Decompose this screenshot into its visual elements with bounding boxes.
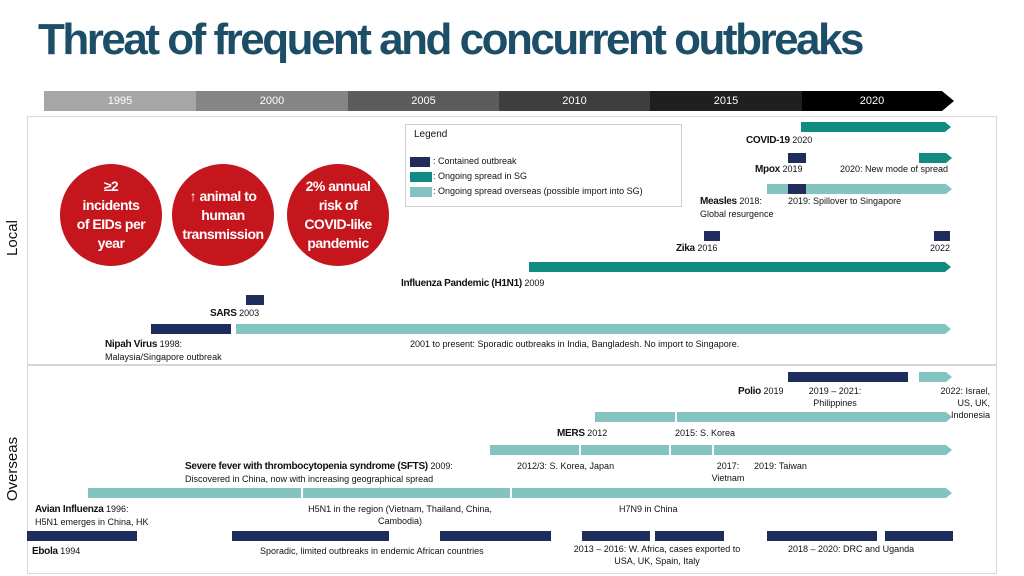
sars-label: SARS 2003: [210, 308, 260, 319]
avian-arrow-icon: [946, 488, 952, 498]
mpox-label: Mpox 2019: [755, 164, 803, 175]
year-2000: 2000: [196, 91, 348, 111]
measles-label: Measles 2018:: [700, 196, 762, 207]
risk-callout-text: 2% annual risk of COVID-like pandemic: [304, 178, 372, 251]
sfts-divider-3: [712, 445, 714, 455]
ebola-bar-6: [767, 531, 877, 541]
sfts-note: Discovered in China, now with increasing…: [185, 474, 434, 484]
mpox-arrow-icon: [946, 153, 952, 163]
mpox-note: 2020: New mode of spread: [840, 164, 949, 174]
polio-note-2022: 2022: Israel, US, UK, Indonesia: [940, 386, 990, 420]
ebola-note-drc: 2018 – 2020: DRC and Uganda: [788, 544, 915, 554]
overseas-label: Overseas: [4, 436, 21, 502]
h1n1-bar: [529, 262, 945, 272]
animal-callout-text: ↑ animal to human transmission: [182, 187, 264, 242]
avian-note-h7n9: H7N9 in China: [619, 504, 678, 514]
page-title: Threat of frequent and concurrent outbre…: [38, 15, 864, 64]
measles-contained-bar: [788, 184, 806, 194]
sfts-note-vietnam: 2017: Vietnam: [711, 461, 745, 483]
measles-note: Global resurgence: [700, 209, 774, 219]
ebola-bar-5: [655, 531, 724, 541]
h1n1-arrow-icon: [945, 262, 951, 272]
mers-bar: [595, 412, 946, 422]
nipah-arrow-icon: [945, 324, 951, 334]
polio-overseas-bar: [919, 372, 946, 382]
ebola-bar-7: [885, 531, 953, 541]
zika-contained-bar: [704, 231, 720, 241]
nipah-note-2001: 2001 to present: Sporadic outbreaks in I…: [410, 339, 740, 349]
measles-arrow-icon: [946, 184, 952, 194]
mers-label: MERS 2012: [557, 428, 608, 439]
mpox-contained-bar: [788, 153, 806, 163]
sfts-divider-1: [579, 445, 581, 455]
polio-arrow-icon: [946, 372, 952, 382]
year-1995: 1995: [44, 91, 196, 111]
local-label: Local: [4, 220, 21, 256]
animal-callout: ↑ animal to human transmission: [172, 164, 274, 266]
legend-ongoing-overseas: : Ongoing spread overseas (possible impo…: [433, 186, 643, 196]
legend-swatch-ongoing-sg: [410, 172, 432, 182]
h1n1-label: Influenza Pandemic (H1N1) 2009: [401, 278, 545, 289]
nipah-label: Nipah Virus 1998:: [105, 339, 183, 350]
timeline-arrow-icon: [942, 91, 954, 111]
covid-label: COVID-19 2020: [746, 135, 813, 146]
avian-bar: [88, 488, 946, 498]
nipah-overseas-bar: [236, 324, 945, 334]
sars-bar: [246, 295, 264, 305]
polio-note-philippines: 2019 – 2021: Philippines: [808, 386, 862, 408]
avian-note: H5N1 emerges in China, HK: [35, 517, 149, 527]
mers-arrow-icon: [946, 412, 952, 422]
legend-swatch-contained: [410, 157, 430, 167]
avian-note-h5n1: H5N1 in the region (Vietnam, Thailand, C…: [308, 504, 492, 526]
ebola-label: Ebola 1994: [32, 546, 81, 557]
ebola-bar-2: [232, 531, 389, 541]
sfts-divider-2: [669, 445, 671, 455]
nipah-note: Malaysia/Singapore outbreak: [105, 352, 222, 362]
mpox-spread-bar: [919, 153, 946, 163]
year-2015: 2015: [650, 91, 802, 111]
ebola-note: Sporadic, limited outbreaks in endemic A…: [260, 546, 484, 556]
measles-note-2019: 2019: Spillover to Singapore: [788, 196, 902, 206]
sfts-label: Severe fever with thrombocytopenia syndr…: [185, 461, 453, 472]
eids-callout-text: ≥2 incidents of EIDs per year: [76, 178, 146, 251]
sfts-note-taiwan: 2019: Taiwan: [754, 461, 807, 471]
year-2005: 2005: [348, 91, 499, 111]
eids-callout: ≥2 incidents of EIDs per year: [60, 164, 162, 266]
ebola-bar-4: [582, 531, 650, 541]
measles-bar: [767, 184, 946, 194]
ebola-note-west-africa: 2013 – 2016: W. Africa, cases exported t…: [573, 544, 741, 566]
legend-ongoing-sg: : Ongoing spread in SG: [433, 171, 528, 181]
mers-note: 2015: S. Korea: [675, 428, 736, 438]
legend-contained: : Contained outbreak: [433, 156, 517, 166]
mers-divider: [675, 412, 677, 422]
sfts-arrow-icon: [946, 445, 952, 455]
legend-swatch-ongoing-overseas: [410, 187, 432, 197]
ebola-bar-3: [440, 531, 551, 541]
avian-divider-1: [301, 488, 303, 498]
zika-label: Zika 2016: [676, 243, 718, 254]
zika-2022-label: 2022: [930, 243, 951, 253]
sfts-bar: [490, 445, 946, 455]
legend-title: Legend: [414, 129, 448, 140]
year-2020: 2020: [802, 91, 942, 111]
polio-contained-bar: [788, 372, 908, 382]
avian-divider-2: [510, 488, 512, 498]
zika-2022-bar: [934, 231, 950, 241]
polio-label: Polio 2019: [738, 386, 784, 397]
risk-callout: 2% annual risk of COVID-like pandemic: [287, 164, 389, 266]
legend: Legend : Contained outbreak : Ongoing sp…: [405, 124, 682, 207]
local-panel: [27, 116, 997, 365]
avian-label: Avian Influenza 1996:: [35, 504, 129, 515]
overseas-panel: [27, 365, 997, 574]
year-2010: 2010: [499, 91, 650, 111]
covid-bar: [801, 122, 945, 132]
ebola-bar-1: [27, 531, 137, 541]
covid-arrow-icon: [945, 122, 951, 132]
nipah-contained-bar: [151, 324, 231, 334]
sfts-note-korea: 2012/3: S. Korea, Japan: [517, 461, 615, 471]
